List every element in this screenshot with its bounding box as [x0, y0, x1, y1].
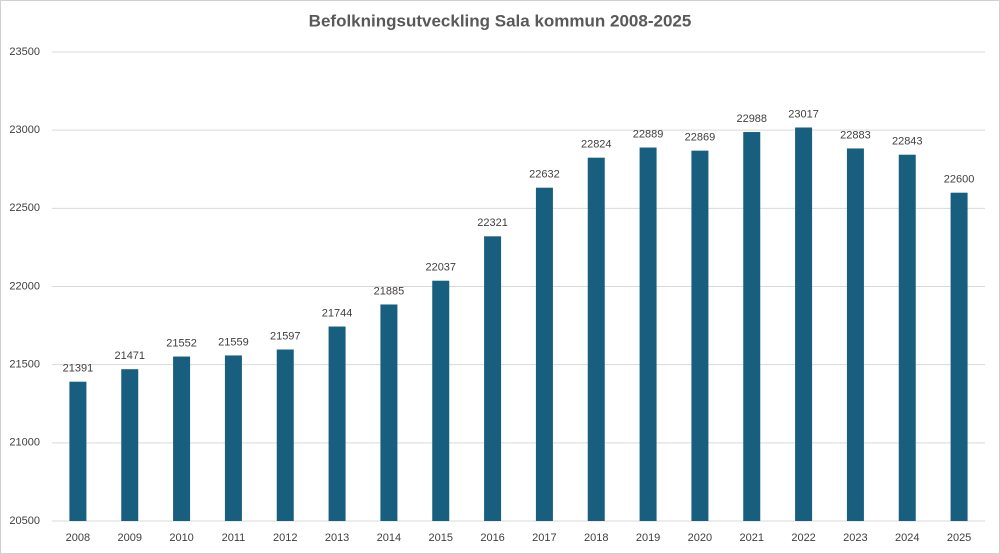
x-tick-label: 2014	[377, 532, 401, 544]
bar	[328, 326, 346, 521]
x-tick-label: 2015	[429, 532, 453, 544]
data-label: 21552	[166, 337, 197, 349]
data-label: 22824	[581, 139, 612, 151]
bar	[380, 304, 398, 521]
data-label: 21597	[270, 330, 301, 342]
y-tick-label: 21500	[9, 359, 40, 371]
bar	[587, 157, 605, 521]
x-tick-label: 2023	[843, 532, 867, 544]
data-label: 23017	[788, 108, 819, 120]
x-tick-label: 2017	[532, 532, 556, 544]
data-label: 22600	[944, 174, 975, 186]
x-tick-label: 2021	[740, 532, 764, 544]
data-label: 21559	[218, 336, 249, 348]
x-tick-label: 2008	[66, 532, 90, 544]
data-label: 22037	[425, 262, 456, 274]
x-tick-label: 2013	[325, 532, 349, 544]
data-label: 22889	[633, 128, 664, 140]
y-tick-label: 23000	[9, 124, 40, 136]
data-label: 22321	[477, 217, 508, 229]
data-label: 22869	[685, 132, 716, 144]
bar	[432, 280, 450, 521]
x-tick-label: 2010	[169, 532, 193, 544]
bar	[69, 381, 87, 521]
x-tick-label: 2018	[584, 532, 608, 544]
data-label: 21391	[63, 363, 94, 375]
x-tick-label: 2009	[118, 532, 142, 544]
x-tick-label: 2019	[636, 532, 660, 544]
x-tick-label: 2025	[947, 532, 971, 544]
y-tick-label: 22500	[9, 202, 40, 214]
data-label: 21885	[374, 285, 405, 297]
y-tick-label: 23500	[9, 46, 40, 58]
x-tick-label: 2020	[688, 532, 712, 544]
y-tick-label: 21000	[9, 437, 40, 449]
data-label: 21744	[322, 307, 353, 319]
bar	[484, 236, 502, 521]
data-label: 21471	[114, 350, 145, 362]
data-label: 22632	[529, 169, 560, 181]
data-label: 22883	[840, 129, 871, 141]
bar	[898, 154, 916, 521]
y-tick-label: 20500	[9, 515, 40, 527]
bar	[743, 132, 761, 521]
bar	[276, 349, 294, 521]
x-tick-label: 2012	[273, 532, 297, 544]
bar	[224, 355, 242, 521]
chart-title: Befolkningsutveckling Sala kommun 2008-2…	[309, 11, 692, 30]
x-tick-label: 2011	[222, 532, 246, 544]
data-label: 22843	[892, 136, 923, 148]
x-tick-label: 2022	[791, 532, 815, 544]
bar	[795, 127, 813, 521]
bar	[950, 192, 968, 521]
bar	[691, 150, 709, 521]
bar	[535, 187, 553, 521]
bar	[639, 147, 657, 522]
bar	[121, 369, 139, 521]
x-tick-label: 2016	[480, 532, 504, 544]
bar	[173, 356, 191, 521]
data-label: 22988	[736, 113, 767, 125]
x-tick-label: 2024	[895, 532, 919, 544]
y-tick-label: 22000	[9, 280, 40, 292]
bar	[846, 148, 864, 521]
